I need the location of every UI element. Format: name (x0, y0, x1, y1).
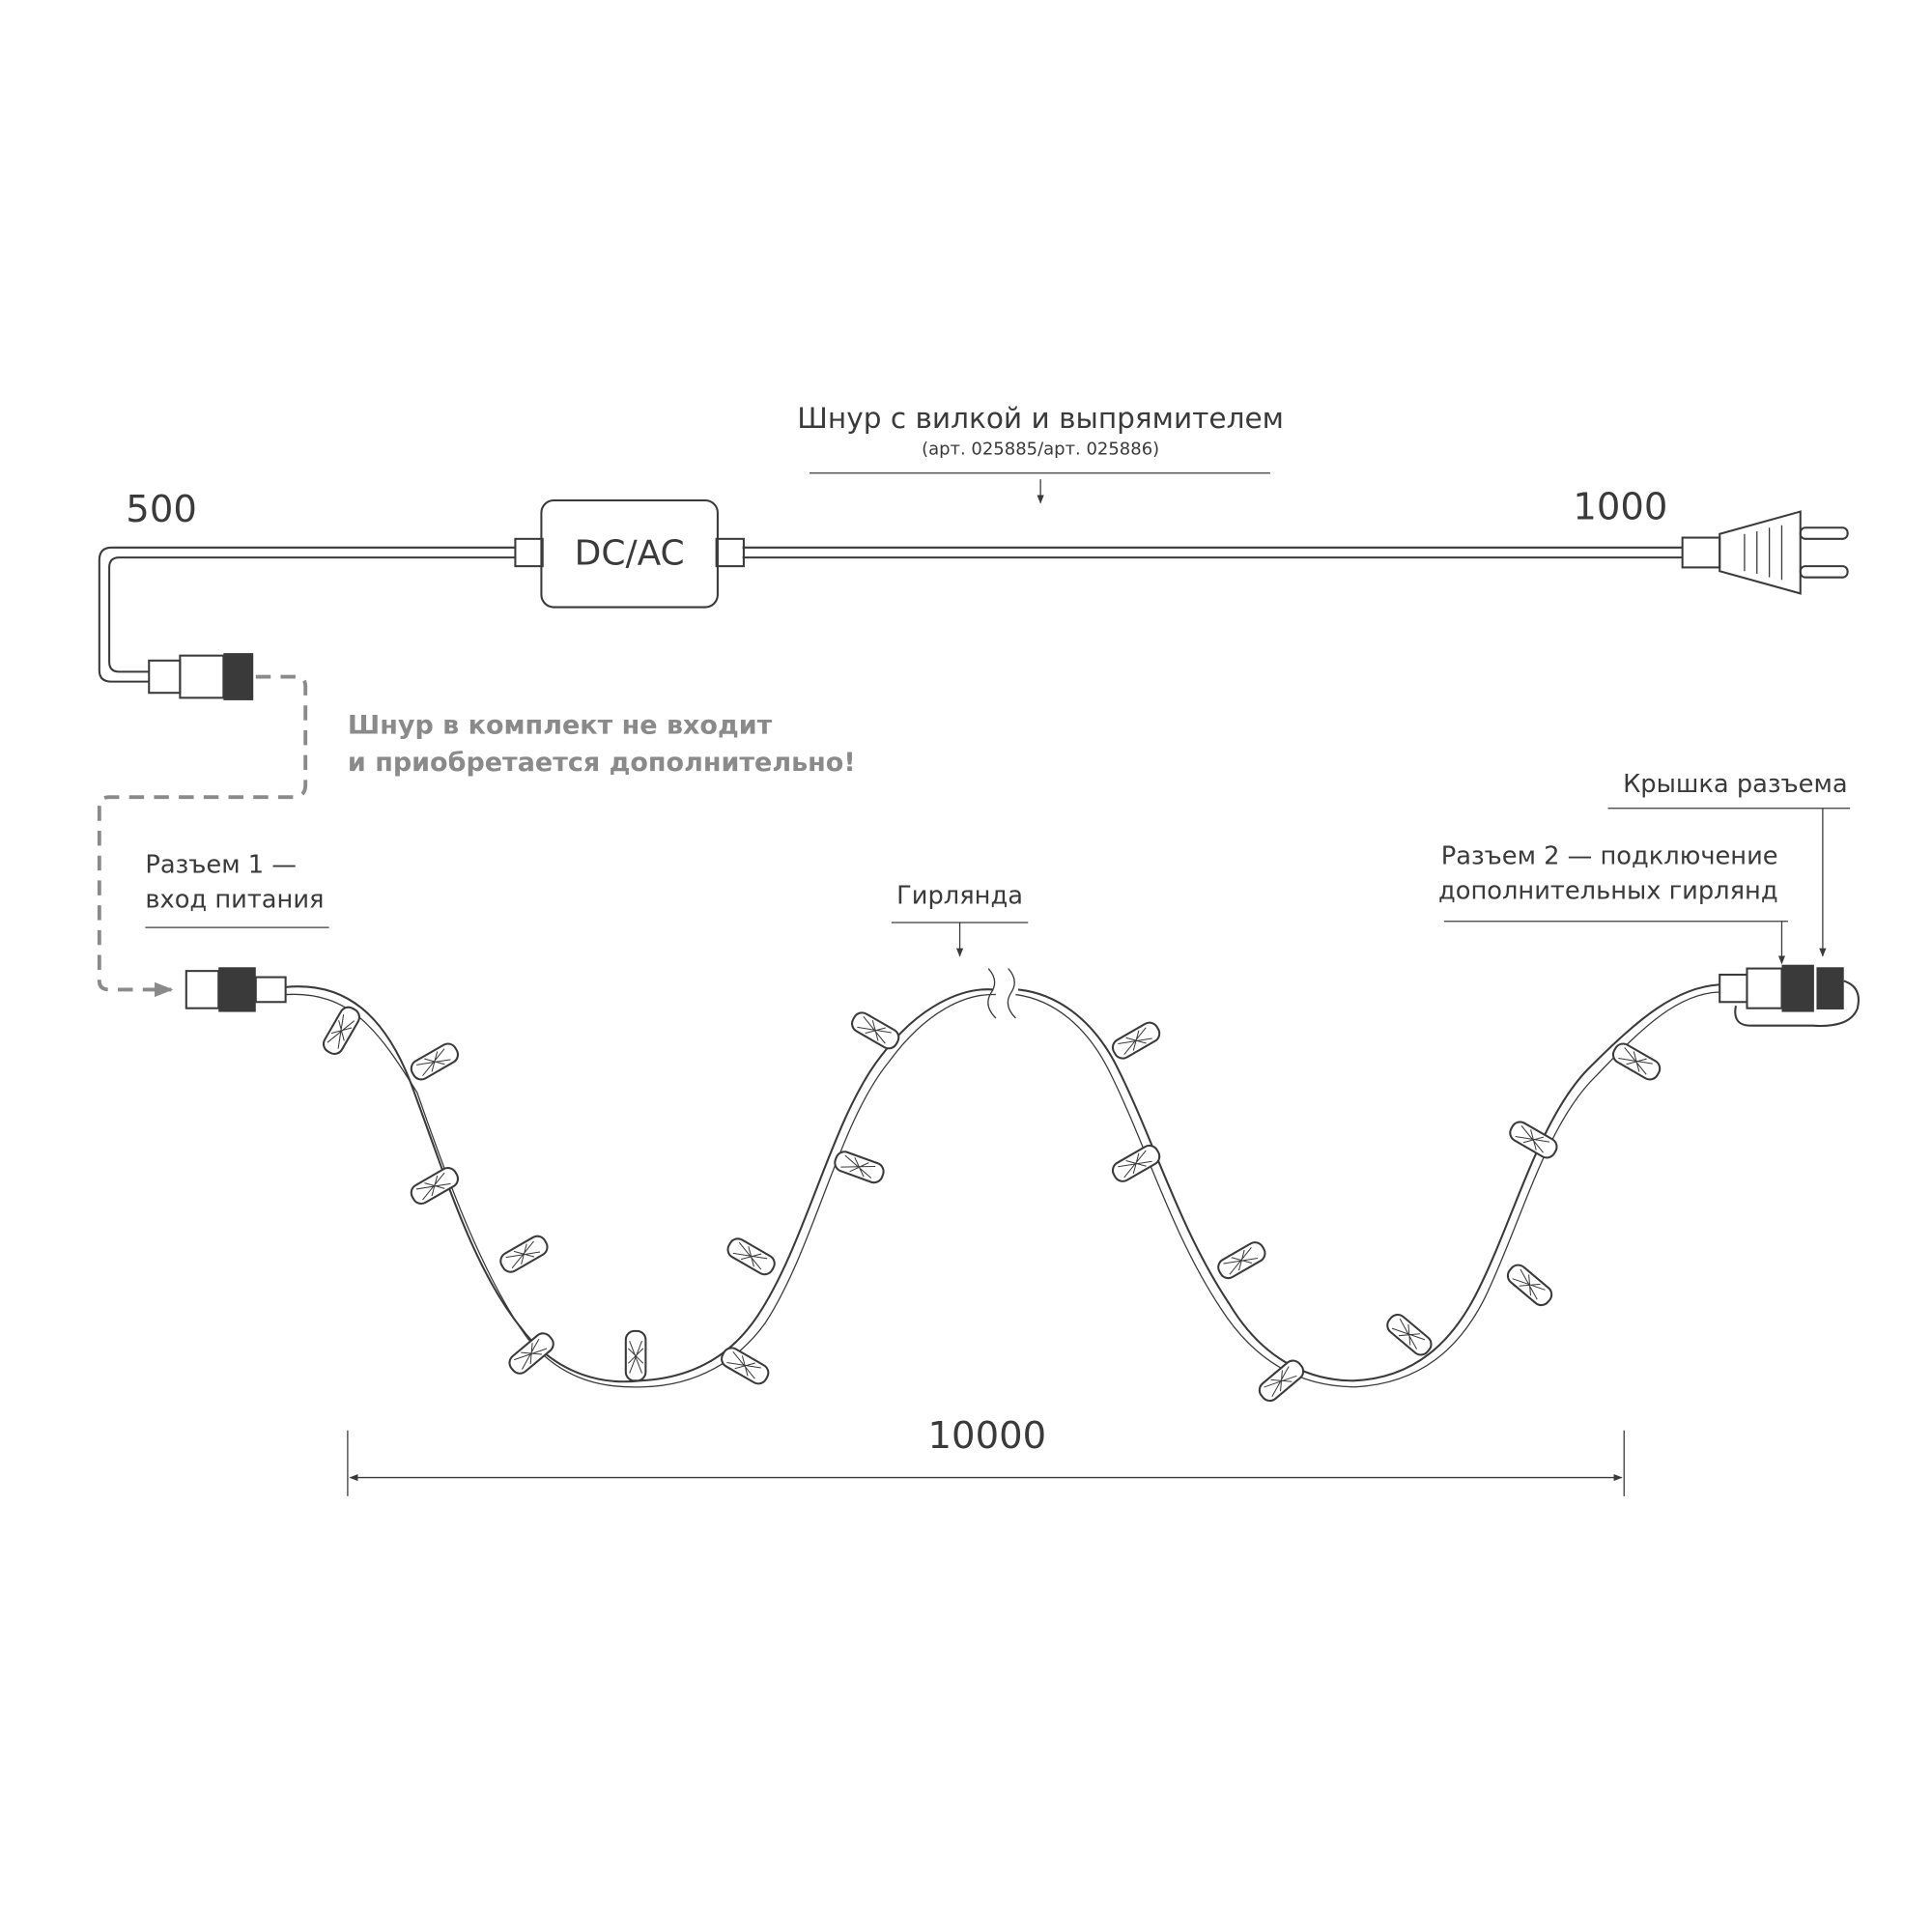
cord-connector (148, 653, 254, 700)
connector-label: Разъем 1 — (145, 850, 297, 879)
length-label: 500 (126, 488, 197, 531)
note-text: и приобретается дополнительно! (348, 748, 856, 778)
bulb-hatch (1391, 1319, 1425, 1350)
bulb-hatch (840, 1154, 876, 1179)
box-sleeve (715, 537, 745, 568)
length-label: 1000 (1573, 485, 1667, 528)
bulbs (322, 1006, 1662, 1403)
bulb-hatch (505, 1240, 541, 1269)
bulb-hatch (1264, 1366, 1297, 1398)
connector-label: вход питания (145, 885, 324, 914)
box-sleeve (514, 537, 544, 568)
cord-title: Шнур с вилкой и выпрямителем (797, 402, 1284, 435)
note-text: Шнур в комплект не входит (348, 710, 773, 740)
garland-label: Гирлянда (896, 882, 1023, 911)
garland-connector (1719, 964, 1860, 1028)
cord-wire (108, 556, 516, 673)
bulb-hatch (628, 1340, 644, 1374)
connector-label: дополнительных гирлянд (1438, 876, 1778, 905)
bulb-hatch (1223, 1247, 1258, 1275)
garland-connector (185, 967, 287, 1012)
box-label: DC/AC (575, 534, 685, 574)
bulb-hatch (514, 1338, 548, 1370)
bulb-hatch (726, 1350, 761, 1379)
bulb-hatch (857, 1015, 892, 1044)
bulb-hatch (1515, 1125, 1550, 1153)
plug (1681, 510, 1849, 595)
bulb-hatch (415, 1048, 451, 1076)
bulb-hatch (732, 1241, 768, 1270)
cord-wire (742, 546, 1683, 559)
bulb-hatch (327, 1014, 355, 1049)
cap-label: Крышка разъема (1623, 770, 1848, 799)
dashed-cord (97, 674, 308, 998)
connector-label: Разъем 2 — подключение (1441, 841, 1778, 870)
bulb-hatch (1118, 1150, 1152, 1179)
length-label: 10000 (928, 1414, 1047, 1458)
bulb-hatch (415, 1172, 451, 1201)
bulb-hatch (1512, 1268, 1546, 1300)
cord-article: (арт. 025885/арт. 025886) (922, 439, 1159, 459)
garland-wire (285, 968, 1720, 1388)
bulb-hatch (1118, 1027, 1152, 1056)
cord-wire (98, 546, 516, 683)
rectifier-box (540, 498, 719, 609)
bulb-hatch (1618, 1047, 1653, 1075)
